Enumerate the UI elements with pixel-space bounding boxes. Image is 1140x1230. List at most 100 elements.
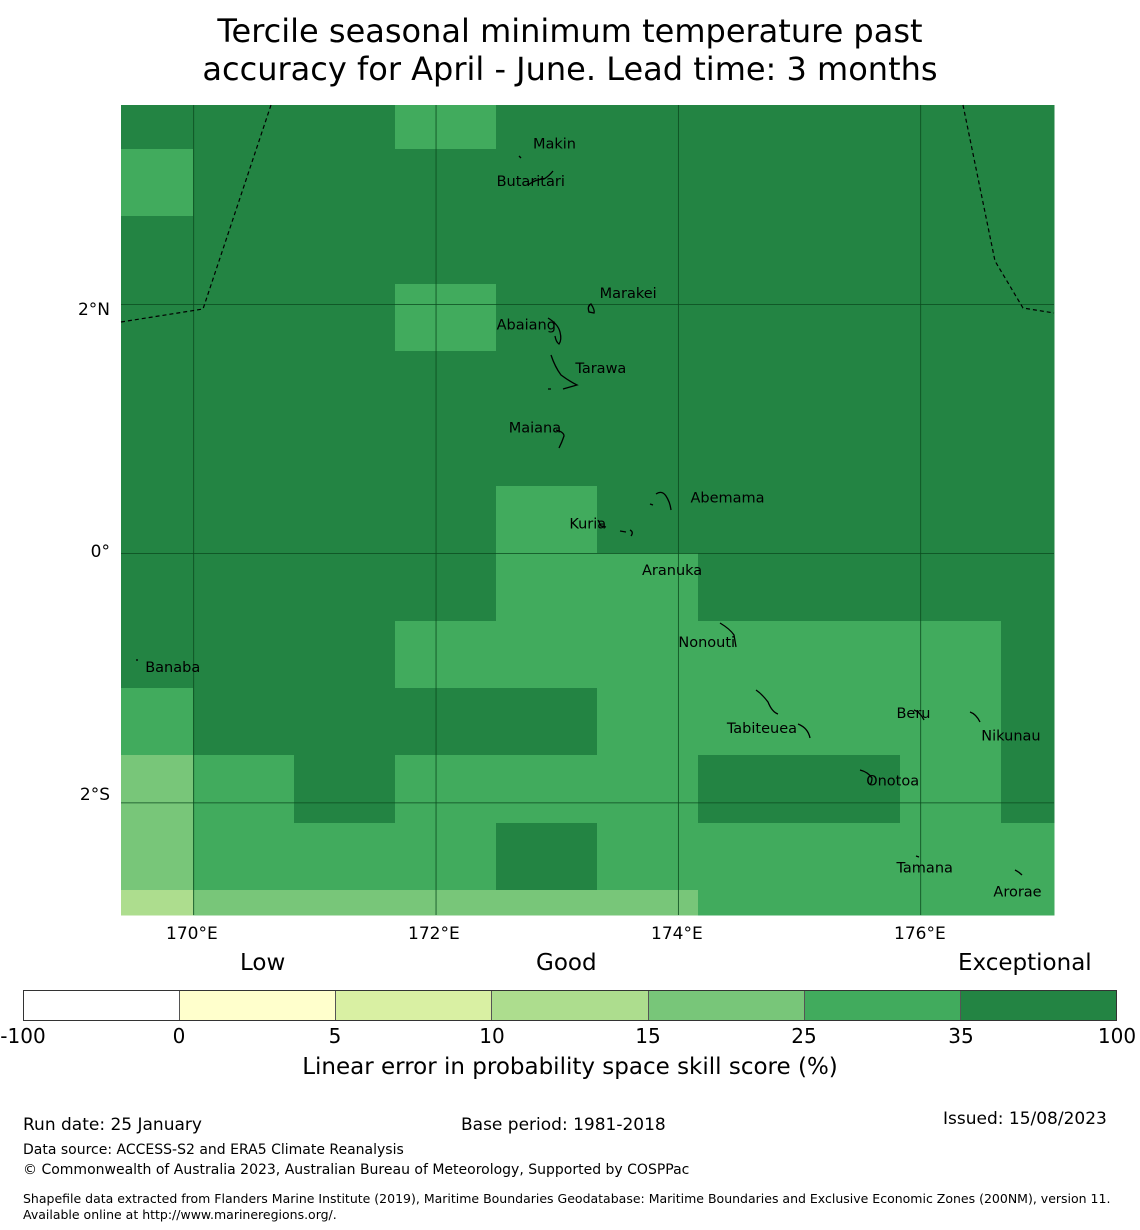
lat-label-0: 0° [90, 542, 110, 562]
place-label-marakei: Marakei [600, 286, 657, 302]
skill-grid-cells [121, 105, 1055, 916]
copyright: © Commonwealth of Australia 2023, Austra… [23, 1162, 690, 1178]
grid-cell [193, 216, 295, 285]
place-label-nonouti: Nonouti [678, 635, 735, 651]
colorbar-segment-4 [492, 991, 649, 1020]
island-abaiang [547, 317, 562, 345]
grid-cell [1001, 890, 1055, 916]
place-label-banaba: Banaba [145, 660, 200, 676]
grid-cell [496, 890, 598, 916]
island-tamana [915, 855, 920, 858]
grid-cell [294, 105, 396, 150]
grid-cell [121, 823, 194, 891]
grid-cell [193, 755, 295, 824]
colorbar-tick-2: 0 [172, 1024, 186, 1048]
grid-cell [698, 890, 800, 916]
grid-cell [193, 418, 295, 487]
grid-cell [496, 284, 598, 352]
grid-cell [193, 149, 295, 217]
colorbar-title: Linear error in probability space skill … [302, 1054, 838, 1080]
grid-cell [121, 755, 194, 824]
grid-cell [1001, 688, 1055, 756]
grid-cell [121, 351, 194, 419]
grid-cell [294, 284, 396, 352]
grid-cell [1001, 621, 1055, 689]
grid-cell [395, 216, 497, 285]
grid-cell [900, 149, 1002, 217]
grid-cell [900, 351, 1002, 419]
island-kuria [597, 519, 607, 528]
grid-cell [121, 890, 194, 916]
grid-cell [698, 149, 800, 217]
place-label-aranuka: Aranuka [642, 563, 702, 579]
grid-cell [121, 553, 194, 622]
colorbar-tick-3: 5 [328, 1024, 342, 1048]
island-nikunau [969, 711, 981, 723]
grid-cell [799, 105, 901, 150]
grid-cell [597, 351, 699, 419]
run-date: Run date: 25 January [23, 1115, 202, 1135]
grid-cell [395, 105, 497, 150]
island-abemama [649, 491, 672, 511]
grid-cell [121, 621, 194, 689]
colorbar-segment-1 [24, 991, 181, 1020]
grid-cell [395, 688, 497, 756]
island-tabiteuea [755, 689, 811, 739]
grid-cell [395, 755, 497, 824]
grid-cell [121, 216, 194, 285]
eez-boundary-east [962, 104, 1055, 314]
grid-cell [1001, 105, 1055, 150]
grid-cell [799, 890, 901, 916]
grid-cell [294, 755, 396, 824]
grid-cell [597, 890, 699, 916]
grid-cell [496, 688, 598, 756]
legend-category-exceptional: Exceptional [958, 950, 1092, 976]
grid-cell [496, 418, 598, 487]
grid-cell [799, 418, 901, 487]
graticule-lines [121, 105, 1054, 915]
grid-cell [294, 823, 396, 891]
colorbar-tick-4: 10 [479, 1024, 505, 1048]
place-label-arorae: Arorae [993, 884, 1041, 900]
grid-cell [294, 486, 396, 554]
colorbar-segment-6 [804, 991, 961, 1020]
grid-cell [1001, 216, 1055, 285]
shapefile-credit: Shapefile data extracted from Flanders M… [23, 1191, 1111, 1222]
place-label-maiana: Maiana [509, 421, 561, 437]
grid-cell [395, 553, 497, 622]
colorbar [23, 990, 1117, 1021]
place-label-tarawa: Tarawa [574, 361, 626, 377]
grid-cell [395, 621, 497, 689]
grid-cell [698, 105, 800, 150]
grid-cell [900, 553, 1002, 622]
grid-cell [496, 351, 598, 419]
grid-cell [1001, 823, 1055, 891]
grid-cell [597, 823, 699, 891]
grid-cell [294, 553, 396, 622]
grid-cell [1001, 149, 1055, 217]
grid-cell [799, 149, 901, 217]
grid-cell [799, 351, 901, 419]
island-arorae [1014, 869, 1023, 876]
grid-cell [799, 688, 901, 756]
grid-cell [121, 418, 194, 487]
grid-cell [900, 105, 1002, 150]
grid-cell [597, 216, 699, 285]
grid-cell [597, 284, 699, 352]
base-period: Base period: 1981-2018 [461, 1115, 666, 1135]
colorbar-tick-6: 25 [791, 1024, 817, 1048]
map-title-line-2: accuracy for April - June. Lead time: 3 … [202, 50, 938, 88]
grid-cell [496, 621, 598, 689]
grid-cell [799, 486, 901, 554]
grid-cell [597, 149, 699, 217]
island-aranuka [619, 529, 633, 537]
grid-cell [395, 284, 497, 352]
grid-cell [294, 216, 396, 285]
grid-cell [294, 688, 396, 756]
grid-cell [193, 688, 295, 756]
grid-cell [496, 105, 598, 150]
grid-cell [121, 284, 194, 352]
grid-cell [193, 351, 295, 419]
grid-cell [799, 284, 901, 352]
place-label-onotoa: Onotoa [866, 773, 919, 789]
